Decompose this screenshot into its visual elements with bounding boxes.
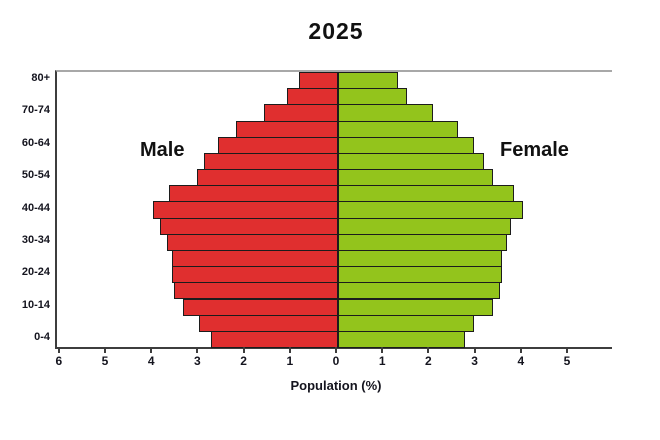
female-bar-65-69 <box>338 120 459 138</box>
y-axis-label-0-4: 0-4 <box>34 330 50 343</box>
x-axis-title: Population (%) <box>290 378 382 393</box>
female-bar-35-39 <box>338 217 512 235</box>
female-bar-70-74 <box>338 104 433 122</box>
female-series-label: Female <box>500 139 569 161</box>
female-bar-10-14 <box>338 298 493 316</box>
male-bar-40-44 <box>153 201 338 219</box>
x-tick <box>196 347 199 353</box>
chart-title: 2025 <box>308 18 364 44</box>
x-tick-label: 5 <box>101 354 109 368</box>
x-tick <box>335 347 337 353</box>
y-axis-label-20-24: 20-24 <box>21 266 50 279</box>
male-bar-15-19 <box>174 282 338 300</box>
y-axis-label-40-44: 40-44 <box>21 201 50 214</box>
female-bar-20-24 <box>338 266 502 284</box>
x-tick <box>519 347 522 353</box>
x-tick-label: 4 <box>517 354 525 368</box>
y-axis-label-80+: 80+ <box>31 72 50 85</box>
male-bar-65-69 <box>236 120 338 138</box>
female-bar-60-64 <box>338 136 475 154</box>
female-bar-80+ <box>338 72 399 90</box>
x-tick <box>381 347 384 353</box>
y-axis-label-60-64: 60-64 <box>21 136 50 149</box>
male-bar-75-79 <box>287 88 338 106</box>
x-tick-label: 1 <box>378 354 386 368</box>
female-bar-75-79 <box>338 88 408 106</box>
x-tick <box>57 347 60 353</box>
male-bar-0-4 <box>210 330 338 348</box>
male-series-label: Male <box>140 139 185 161</box>
x-tick-label: 0 <box>332 354 340 368</box>
male-bar-70-74 <box>264 104 338 122</box>
female-bar-50-54 <box>338 169 493 187</box>
female-bar-15-19 <box>338 282 500 300</box>
female-bar-25-29 <box>338 249 502 268</box>
female-bar-30-34 <box>338 233 507 251</box>
plot-area <box>55 70 612 349</box>
x-tick <box>473 347 476 353</box>
x-tick <box>288 347 291 353</box>
x-tick <box>150 347 153 353</box>
male-bar-50-54 <box>197 169 338 187</box>
male-bar-60-64 <box>217 136 338 154</box>
x-tick-label: 2 <box>425 354 432 368</box>
female-bar-40-44 <box>338 201 523 219</box>
x-tick-label: 5 <box>563 354 571 368</box>
female-bar-5-9 <box>338 314 475 332</box>
x-tick <box>566 347 568 353</box>
y-axis-label-10-14: 10-14 <box>21 298 50 311</box>
male-bar-10-14 <box>183 298 338 316</box>
male-bar-5-9 <box>199 314 338 332</box>
female-bar-55-59 <box>338 152 484 171</box>
x-tick <box>104 347 106 353</box>
y-axis-label-50-54: 50-54 <box>21 169 50 182</box>
x-tick-label: 6 <box>55 354 63 368</box>
x-tick-label: 3 <box>471 354 478 368</box>
female-bar-0-4 <box>338 330 466 348</box>
x-tick-label: 2 <box>240 354 247 368</box>
y-axis-label-30-34: 30-34 <box>21 233 50 246</box>
male-bar-25-29 <box>171 249 338 268</box>
male-bar-35-39 <box>160 217 338 235</box>
y-axis-label-70-74: 70-74 <box>21 104 50 117</box>
x-tick <box>242 347 245 353</box>
x-tick-label: 4 <box>147 354 155 368</box>
male-bar-30-34 <box>167 233 338 251</box>
female-bar-45-49 <box>338 185 514 203</box>
male-bar-45-49 <box>169 185 338 203</box>
male-bar-80+ <box>298 72 338 90</box>
male-bar-20-24 <box>171 266 338 284</box>
x-tick <box>427 347 430 353</box>
x-tick-label: 1 <box>286 354 294 368</box>
x-tick-label: 3 <box>194 354 201 368</box>
male-bar-55-59 <box>204 152 338 171</box>
